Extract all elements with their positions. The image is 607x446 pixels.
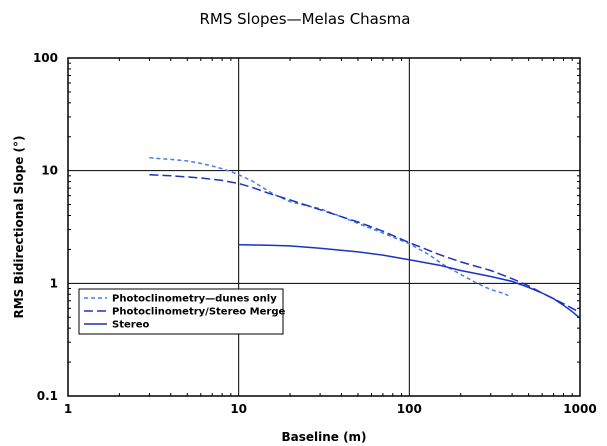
legend-box	[78, 288, 284, 335]
grid-lines	[68, 58, 580, 396]
y-tick-label: 1	[50, 276, 58, 290]
series-layer	[149, 157, 581, 319]
plot-area	[67, 57, 581, 397]
legend-entry: Stereo	[112, 320, 149, 331]
x-axis-label: Baseline (m)	[281, 430, 366, 444]
series-line-1	[149, 157, 509, 297]
legend: Photoclinometry—dunes only Photoclinometr…	[78, 288, 285, 335]
y-tick-label: 0.1	[37, 389, 58, 403]
y-tick-label: 100	[33, 51, 58, 65]
y-axis-label: RMS Bidirectional Slope (°)	[12, 135, 26, 318]
x-tick-label: 100	[397, 402, 422, 416]
x-tick-label: 10	[230, 402, 247, 416]
series-line-3	[238, 244, 581, 319]
legend-entry: Photoclinometry/Stereo Merge	[112, 307, 285, 318]
x-tick-label: 1	[64, 402, 72, 416]
axis-ticks: 1 10 100 1000 0.1 1 10 100	[33, 51, 597, 416]
legend-entry: Photoclinometry—dunes only	[112, 294, 277, 305]
x-tick-label: 1000	[563, 402, 596, 416]
y-tick-label: 10	[41, 164, 58, 178]
plot-border	[67, 57, 581, 397]
chart-title: RMS Slopes—Melas Chasma	[200, 10, 411, 28]
